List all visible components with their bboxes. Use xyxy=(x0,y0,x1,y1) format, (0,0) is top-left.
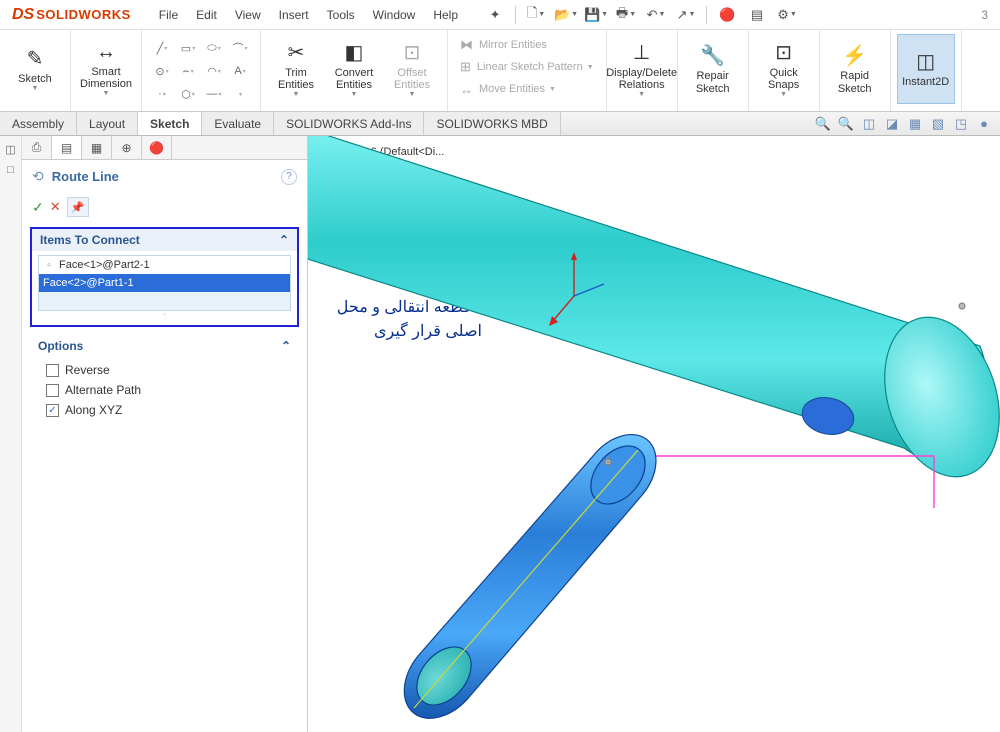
display-delete-relations[interactable]: ⊥Display/Delete Relations▼ xyxy=(613,34,671,104)
sketch-shape-icon[interactable]: ╱▾ xyxy=(150,38,174,58)
list-item-label: Face<2>@Part1-1 xyxy=(43,277,134,289)
pin-button[interactable]: 📌 xyxy=(67,197,89,217)
tab-sketch[interactable]: Sketch xyxy=(138,112,202,135)
menu-help[interactable]: Help xyxy=(425,4,466,26)
property-tab[interactable]: ▤ xyxy=(52,136,82,159)
panel-title: Route Line xyxy=(52,169,273,184)
sketch-shape-icon[interactable]: ⬡▾ xyxy=(176,84,200,104)
move-entities: ↔Move Entities▼ xyxy=(454,78,600,100)
linear-pattern: ⊞Linear Sketch Pattern▼ xyxy=(454,56,600,78)
select-icon[interactable]: ↗▼ xyxy=(673,3,699,27)
sketch-shape-icon[interactable]: ◠▾ xyxy=(202,61,226,81)
instant2d[interactable]: ◫Instant2D xyxy=(897,34,955,104)
ok-button[interactable]: ✓ xyxy=(32,199,44,216)
appearance-tab[interactable]: 🔴 xyxy=(142,136,172,159)
cancel-button[interactable]: ✕ xyxy=(50,199,61,215)
hide-show-icon[interactable]: ◳ xyxy=(951,115,971,133)
list-item-empty[interactable] xyxy=(39,292,290,310)
sketch-shape-icon[interactable]: A▾ xyxy=(228,61,252,81)
separator xyxy=(706,6,707,24)
sketch-tool[interactable]: ✎Sketch▼ xyxy=(6,34,64,104)
new-icon[interactable]: 🗋▼ xyxy=(523,3,549,27)
sketch-shape-icon[interactable]: ⊙▾ xyxy=(150,61,174,81)
window-controls-placeholder: 3 xyxy=(981,8,996,22)
rebuild-icon[interactable]: 🔴 xyxy=(714,3,740,27)
display-tab[interactable]: ⊕ xyxy=(112,136,142,159)
open-icon[interactable]: 📂▼ xyxy=(553,3,579,27)
tab-evaluate[interactable]: Evaluate xyxy=(202,112,274,135)
cylinder-large[interactable] xyxy=(308,136,1000,492)
chevron-up-icon: ⌃ xyxy=(279,233,289,247)
sketch-shape-icon[interactable]: ·▾ xyxy=(150,84,174,104)
trim-entities[interactable]: ✂Trim Entities▼ xyxy=(267,34,325,104)
options-list-icon[interactable]: ▤ xyxy=(744,3,770,27)
repair-sketch[interactable]: 🔧Repair Sketch xyxy=(684,34,742,104)
tab-solidworks-mbd[interactable]: SOLIDWORKS MBD xyxy=(424,112,560,135)
sketch-shape-icon[interactable]: ⌒▾ xyxy=(228,38,252,58)
scene-icon[interactable]: ▧ xyxy=(928,115,948,133)
reverse-check[interactable]: Reverse xyxy=(46,363,283,377)
panel-icon: ⟲ xyxy=(32,168,44,185)
smart-dimension[interactable]: ↔Smart Dimension▼ xyxy=(77,34,135,104)
tab-assembly[interactable]: Assembly xyxy=(0,112,77,135)
items-to-connect-label: Items To Connect xyxy=(40,233,140,247)
menu-view[interactable]: View xyxy=(227,4,269,26)
menu-file[interactable]: File xyxy=(151,4,186,26)
sketch-shape-icon[interactable]: ▭▾ xyxy=(176,38,200,58)
face-icon: ▫ xyxy=(43,259,55,271)
section-icon[interactable]: ◪ xyxy=(882,115,902,133)
print-icon[interactable]: 🖶▼ xyxy=(613,3,639,27)
chevron-up-icon: ⌃ xyxy=(281,339,291,353)
display-style-icon[interactable]: ▦ xyxy=(905,115,925,133)
convert-entities[interactable]: ◧Convert Entities▼ xyxy=(325,34,383,104)
mirror-entities: ⧓Mirror Entities xyxy=(454,34,600,56)
config-tab[interactable]: ▦ xyxy=(82,136,112,159)
options-label: Options xyxy=(38,339,83,353)
tab-layout[interactable]: Layout xyxy=(77,112,138,135)
rapid-sketch[interactable]: ⚡Rapid Sketch xyxy=(826,34,884,104)
panel-help-icon[interactable]: ? xyxy=(281,169,297,185)
options-header[interactable]: Options ⌃ xyxy=(30,335,299,357)
gutter-btn-1[interactable]: □ xyxy=(2,161,20,179)
menu-insert[interactable]: Insert xyxy=(271,4,317,26)
list-item[interactable]: Face<2>@Part1-1 xyxy=(39,274,290,292)
sketch-shape-icon[interactable]: ⌢▾ xyxy=(176,61,200,81)
menu-tools[interactable]: Tools xyxy=(319,4,363,26)
settings-icon[interactable]: ⚙▼ xyxy=(774,3,800,27)
offset-entities: ⊡Offset Entities▼ xyxy=(383,34,441,104)
quick-snaps[interactable]: ⊡Quick Snaps▼ xyxy=(755,34,813,104)
items-to-connect-header[interactable]: Items To Connect ⌃ xyxy=(32,229,297,251)
sketch-shape-icon[interactable]: ▾ xyxy=(228,84,252,104)
menu-window[interactable]: Window xyxy=(365,4,424,26)
resize-handle[interactable]: ◦ xyxy=(38,311,291,317)
along-xyz-check[interactable]: ✓Along XYZ xyxy=(46,403,283,417)
tab-solidworks-add-ins[interactable]: SOLIDWORKS Add-Ins xyxy=(274,112,424,135)
save-icon[interactable]: 💾▼ xyxy=(583,3,609,27)
cylinder-small[interactable] xyxy=(404,435,656,719)
star-icon[interactable]: ✦ xyxy=(482,3,508,27)
appearance-icon[interactable]: ● xyxy=(974,115,994,133)
logo-icon: DS xyxy=(12,6,34,24)
zoom-area-icon[interactable]: 🔍 xyxy=(836,115,856,133)
menu-edit[interactable]: Edit xyxy=(188,4,225,26)
undo-icon[interactable]: ↶▼ xyxy=(643,3,669,27)
gutter-btn-0[interactable]: ◫ xyxy=(2,140,20,158)
logo-text: SOLIDWORKS xyxy=(36,7,131,22)
viewport-scene[interactable] xyxy=(308,136,1000,732)
sketch-shape-icon[interactable]: ⬭▾ xyxy=(202,38,226,58)
zoom-fit-icon[interactable]: 🔍 xyxy=(813,115,833,133)
alternate-path-check[interactable]: Alternate Path xyxy=(46,383,283,397)
feature-tree-tab[interactable]: ⎙ xyxy=(22,136,52,159)
separator xyxy=(515,6,516,24)
list-item[interactable]: ▫ Face<1>@Part2-1 xyxy=(39,256,290,274)
list-item-label: Face<1>@Part2-1 xyxy=(59,259,150,271)
items-listbox[interactable]: ▫ Face<1>@Part2-1 Face<2>@Part1-1 xyxy=(38,255,291,311)
sketch-shape-icon[interactable]: —▾ xyxy=(202,84,226,104)
app-logo: DS SOLIDWORKS xyxy=(4,6,139,24)
view-front-icon[interactable]: ◫ xyxy=(859,115,879,133)
